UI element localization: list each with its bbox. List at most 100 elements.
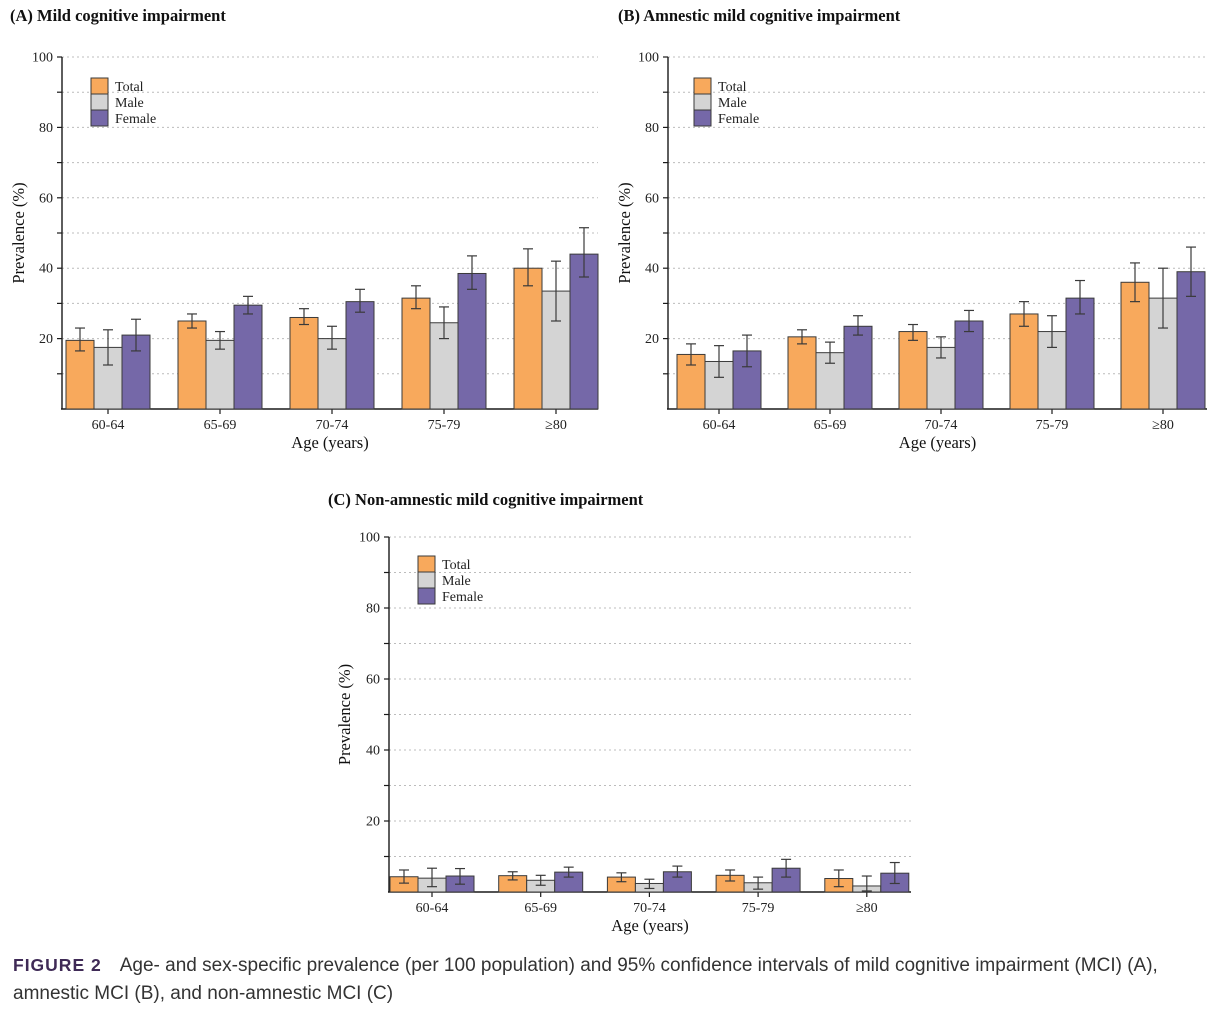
error-bar-total-3 [725,869,736,882]
x-tick-label: ≥80 [856,901,878,916]
error-bar-total-0 [686,343,696,366]
legend-label: Total [115,80,144,95]
chart-B: (B) Amnestic mild cognitive impairment 2… [608,0,1219,462]
bar-total-3 [401,297,431,410]
error-bar-male-2 [327,325,337,350]
chart-B-canvas: 20 40 60 80 100 60-64 65-69 70-74 75-79 ≥80 TotalM… [615,51,1207,452]
x-axis-title: Age (years) [291,433,368,452]
y-tick-label: 40 [39,262,53,277]
legend-label: Male [718,96,747,111]
error-bar-female-2 [672,865,683,878]
error-bar-female-3 [781,858,792,878]
y-tick-label: 60 [39,191,53,206]
error-bar-male-3 [1047,315,1057,348]
legend-swatch-total [417,555,436,573]
error-bar-female-4 [889,861,900,885]
legend-swatch-female [417,587,436,605]
x-tick-label: 65-69 [524,901,557,916]
chart-C-canvas: 20 40 60 80 100 60-64 65-69 70-74 75-79 ≥80 TotalM… [335,531,911,935]
x-tick-label: 75-79 [428,418,461,433]
y-axis-title: Prevalence (%) [335,664,354,765]
error-bar-female-4 [1186,246,1196,297]
caption-text-1: Age- and sex-specific prevalence (per 10… [119,955,1158,976]
error-bar-female-3 [1075,279,1085,315]
y-tick-label: 20 [366,815,380,830]
y-tick-label: 100 [32,51,53,66]
error-bar-male-4 [551,260,561,322]
legend-swatch-female [693,109,712,127]
error-bar-total-4 [1130,262,1140,303]
gridlines [389,536,911,857]
legend-swatch-total [693,77,712,95]
bar-total-4 [513,267,543,410]
y-axis-title: Prevalence (%) [9,182,28,283]
x-tick-label: 70-74 [316,418,349,433]
error-bar-female-0 [455,867,465,885]
error-bar-total-3 [1019,301,1029,327]
x-axis-title: Age (years) [899,433,976,452]
error-bar-male-1 [215,330,225,350]
error-bar-male-1 [535,874,546,886]
x-tick-label: ≥80 [545,418,567,433]
bar-female-1 [843,325,873,410]
x-tick-label: 60-64 [92,418,125,433]
bar-total-2 [289,316,319,410]
y-tick-label: 60 [645,191,659,206]
error-bar-female-1 [853,315,863,336]
legend-label: Male [442,574,471,589]
error-bar-female-1 [563,866,574,878]
figure-caption: FIGURE 2 Age- and sex-specific prevalence… [13,951,1213,1008]
x-axis-title: Age (years) [611,916,688,935]
legend-label: Total [442,558,471,573]
bar-female-1 [233,304,263,410]
bar-female-4 [569,253,599,410]
error-bar-male-0 [103,329,113,366]
bar-male-1 [205,339,235,410]
legend-swatch-female [90,109,109,127]
error-bar-female-0 [131,318,141,352]
y-axis-title: Prevalence (%) [615,182,634,283]
y-tick-label: 100 [638,51,659,66]
y-tick-label: 100 [359,531,380,546]
figure-label: FIGURE 2 [13,955,102,975]
legend-label: Female [718,112,759,127]
x-tick-label: 65-69 [814,418,847,433]
x-tick-label: 70-74 [633,901,666,916]
legend-swatch-total [90,77,109,95]
legend-label: Female [115,112,156,127]
error-bar-male-2 [936,336,946,359]
caption-line-2: amnestic MCI (B), and non-amnestic MCI (… [13,983,394,1004]
legend-swatch-male [90,93,109,111]
x-tick-label: 65-69 [204,418,237,433]
error-bar-total-1 [187,313,197,329]
error-bar-male-2 [644,878,655,890]
error-bar-female-0 [742,334,752,368]
x-tick-label: 70-74 [925,418,958,433]
x-tick-label: 75-79 [1036,418,1069,433]
error-bar-total-0 [399,869,409,884]
error-bar-female-1 [243,295,253,315]
bar-female-3 [1065,297,1095,410]
legend-label: Total [718,80,747,95]
error-bar-female-2 [964,309,974,333]
bar-female-2 [954,320,984,410]
bar-total-1 [177,320,207,410]
x-tick-label: 75-79 [742,901,775,916]
y-tick-label: 80 [39,121,53,136]
error-bar-male-3 [753,876,764,890]
bar-total-2 [898,331,928,410]
chart-C: (C) Non-amnestic mild cognitive impairme… [283,488,945,950]
bar-total-4 [1120,281,1150,410]
error-bar-male-0 [714,345,724,378]
y-tick-label: 40 [645,262,659,277]
y-tick-label: 20 [39,332,53,347]
y-tick-label: 80 [366,602,380,617]
legend-label: Female [442,590,483,605]
bar-female-2 [345,301,375,410]
chart-A-title: (A) Mild cognitive impairment [10,6,226,25]
caption-line-1: FIGURE 2 Age- and sex-specific prevalence… [13,951,1213,980]
bar-female-3 [457,272,487,410]
error-bar-male-4 [861,875,872,892]
error-bar-male-3 [439,306,449,340]
